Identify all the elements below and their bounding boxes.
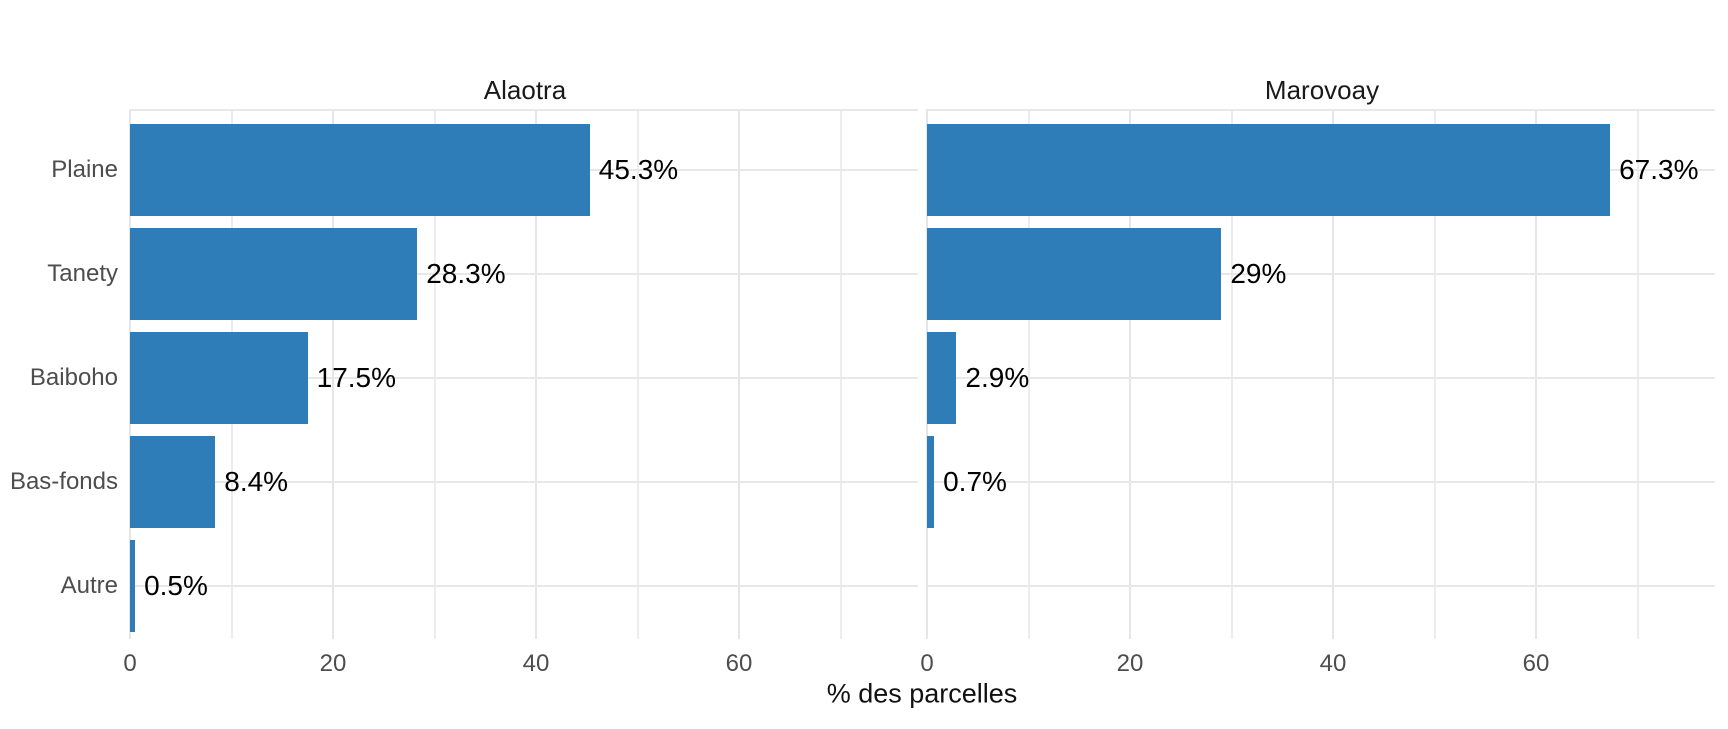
gridline-v-minor [1027,109,1030,639]
gridline-v-major [738,109,740,639]
bar-value-label: 0.5% [144,570,208,601]
gridline-v-minor [839,109,842,639]
bar-plaine [927,124,1611,216]
bar-value-label: 2.9% [965,362,1030,393]
facet-title-marovoay: Marovoay [1264,75,1380,105]
bar-baiboho [927,332,957,424]
bar-value-label: 67.3% [1619,154,1699,185]
y-axis-label-autre: Autre [60,572,118,599]
x-tick-label: 60 [1522,650,1550,677]
gridline-h-top [130,109,918,111]
bar-value-label: 8.4% [224,466,289,497]
x-tick-label: 20 [1116,650,1144,677]
bar-tanety [130,228,418,320]
gridline-v-major [1129,109,1131,639]
gridline-v-minor [1636,109,1639,639]
x-axis-title: % des parcelles [826,678,1018,709]
y-axis-label-plaine: Plaine [51,156,118,183]
facet-panel-marovoay: 67.3% 29% 2.9% 0.7% [926,109,1715,639]
y-axis-label-tanety: Tanety [47,260,118,287]
x-tick-label: 60 [725,650,753,677]
x-tick-label: 0 [920,650,934,677]
facet-title-alaotra: Alaotra [483,75,567,105]
gridline-v-minor [636,109,639,639]
gridline-v-major [332,109,334,639]
bar-value-label: 45.3% [598,154,679,185]
gridline-h-center [130,273,918,275]
gridline-h-center [130,585,918,587]
gridline-h-center [927,273,1715,275]
gridline-v-minor [1433,109,1436,639]
bar-value-label: 28.3% [426,258,506,289]
gridline-h-center [927,481,1715,483]
gridline-v-major [1332,109,1334,639]
bar-plaine [130,124,590,216]
gridline-h-center [130,377,918,379]
bar-bas-fonds [130,436,216,528]
bar-tanety [927,228,1222,320]
gridline-v-major [1535,109,1537,639]
x-tick-label: 0 [123,650,137,677]
x-tick-label: 20 [319,650,347,677]
x-tick-label: 40 [1319,650,1347,677]
gridline-v-minor [1230,109,1233,639]
bar-bas-fonds [927,436,935,528]
bar-value-label: 29% [1230,258,1287,289]
facet-panel-alaotra: 45.3% 28.3% 17.5% 8.4% 0.5% [129,109,918,639]
bar-baiboho [130,332,308,424]
gridline-v-major [535,109,537,639]
y-axis-label-bas-fonds: Bas-fonds [9,468,118,495]
bar-autre [130,540,136,632]
gridline-h-center [927,377,1715,379]
gridline-h-top [927,109,1715,111]
gridline-h-center [927,585,1715,587]
bar-value-label: 0.7% [943,466,1007,497]
bar-value-label: 17.5% [316,362,397,393]
x-tick-label: 40 [522,650,550,677]
gridline-h-center [130,481,918,483]
y-axis-label-baiboho: Baiboho [29,364,118,391]
gridline-v-minor [433,109,436,639]
